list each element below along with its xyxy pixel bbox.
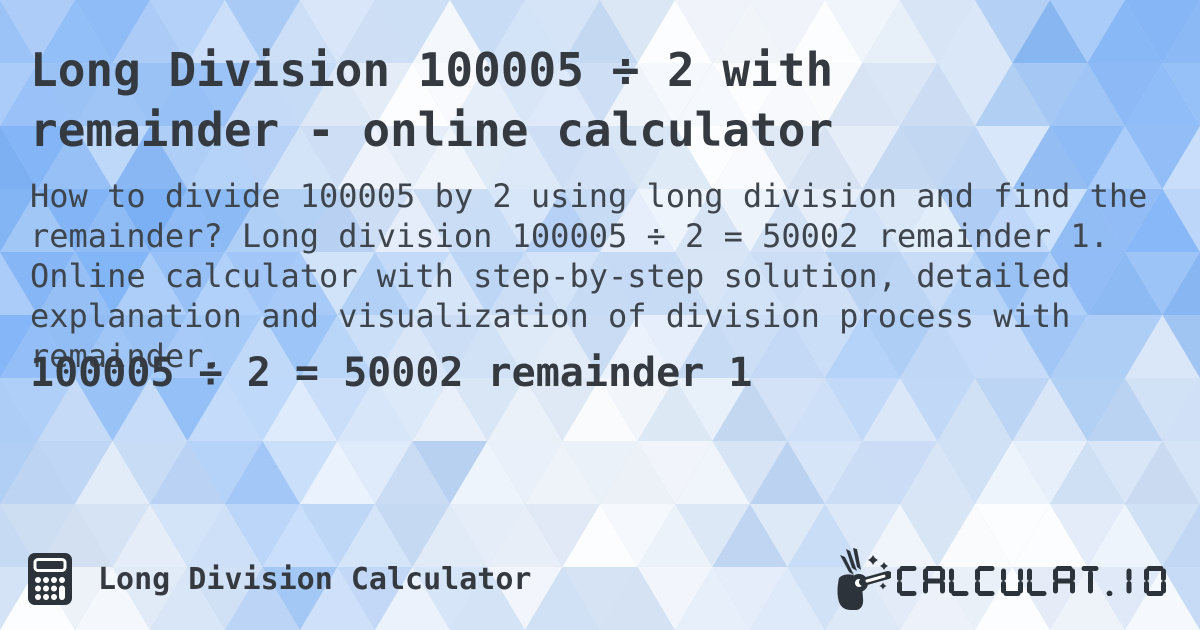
site-logo (833, 548, 1170, 610)
calculator-name-label: Long Division Calculator (98, 561, 532, 597)
division-result-heading: 100005 ÷ 2 = 50002 remainder 1 (30, 350, 753, 396)
footer: Long Division Calculator (28, 548, 1170, 610)
magic-wand-hand-icon (833, 548, 891, 610)
calculatio-logo-text (897, 565, 1166, 596)
page-title: Long Division 100005 ÷ 2 with remainder … (30, 43, 834, 157)
footer-brand-left: Long Division Calculator (28, 553, 531, 605)
page-description: How to divide 100005 by 2 using long div… (30, 177, 1148, 375)
calculator-icon (28, 553, 72, 605)
